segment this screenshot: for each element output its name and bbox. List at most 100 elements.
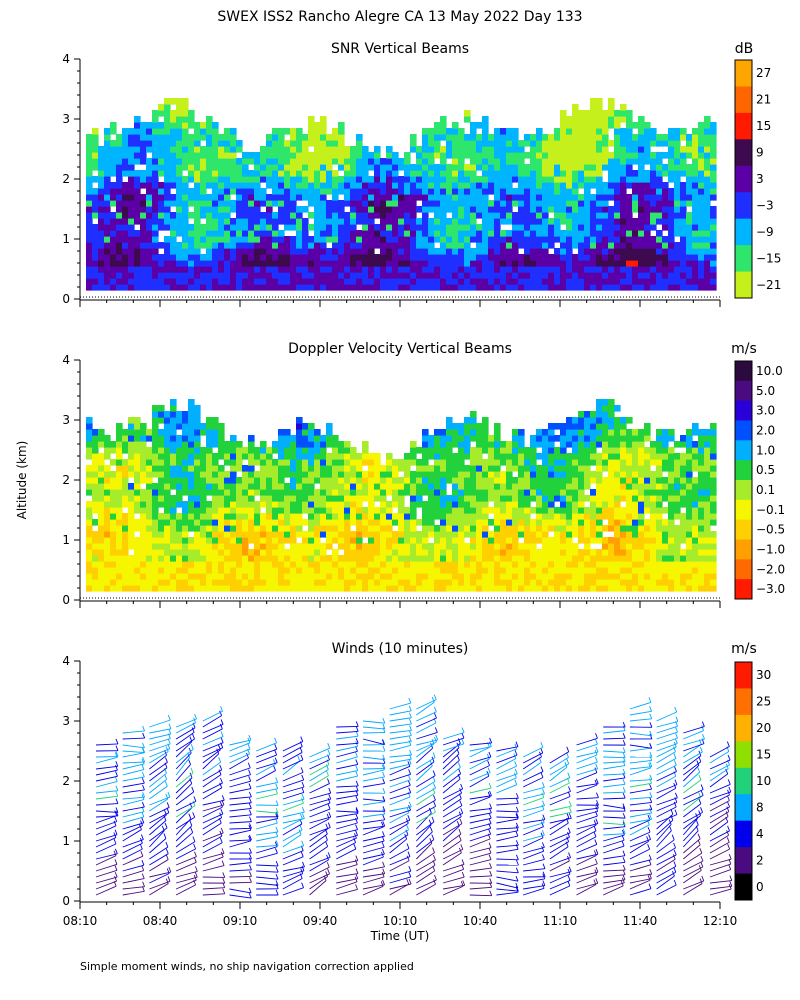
field-cell <box>98 236 105 243</box>
field-cell <box>416 260 423 267</box>
field-cell <box>296 134 303 141</box>
field-cell <box>542 254 549 261</box>
field-cell <box>518 555 525 562</box>
field-cell <box>164 284 171 291</box>
field-cell <box>578 495 585 502</box>
field-cell <box>122 537 129 544</box>
field-cell <box>92 447 99 454</box>
field-cell <box>524 555 531 562</box>
field-cell <box>272 242 279 249</box>
field-cell <box>710 194 717 201</box>
field-cell <box>314 537 321 544</box>
field-cell <box>104 453 111 460</box>
field-cell <box>548 194 555 201</box>
field-cell <box>284 471 291 478</box>
field-cell <box>278 579 285 586</box>
field-cell <box>92 435 99 442</box>
field-cell <box>518 525 525 532</box>
field-cell <box>344 254 351 261</box>
field-cell <box>98 152 105 159</box>
field-cell <box>524 585 531 592</box>
field-cell <box>158 104 165 111</box>
field-cell <box>332 459 339 466</box>
field-cell <box>392 465 399 472</box>
field-cell <box>620 236 627 243</box>
field-cell <box>536 200 543 207</box>
field-cell <box>404 158 411 165</box>
field-cell <box>110 537 117 544</box>
field-cell <box>344 453 351 460</box>
field-cell <box>602 224 609 231</box>
field-cell <box>182 260 189 267</box>
field-cell <box>176 146 183 153</box>
field-cell <box>254 284 261 291</box>
field-cell <box>560 465 567 472</box>
field-cell <box>452 230 459 237</box>
field-cell <box>386 567 393 574</box>
field-cell <box>464 248 471 255</box>
field-cell <box>392 170 399 177</box>
field-cell <box>302 146 309 153</box>
field-cell <box>242 206 249 213</box>
field-cell <box>92 507 99 514</box>
field-cell <box>362 224 369 231</box>
field-cell <box>698 248 705 255</box>
field-cell <box>164 483 171 490</box>
field-cell <box>86 555 93 562</box>
field-cell <box>368 158 375 165</box>
field-cell <box>278 495 285 502</box>
field-cell <box>194 176 201 183</box>
field-cell <box>506 134 513 141</box>
field-cell <box>668 164 675 171</box>
field-cell <box>434 429 441 436</box>
field-cell <box>410 140 417 147</box>
field-cell <box>506 501 513 508</box>
field-cell <box>428 278 435 285</box>
field-cell <box>134 501 141 508</box>
field-cell <box>260 513 267 520</box>
field-cell <box>488 435 495 442</box>
field-cell <box>518 561 525 568</box>
field-cell <box>482 278 489 285</box>
field-cell <box>200 567 207 574</box>
field-cell <box>596 230 603 237</box>
field-cell <box>284 567 291 574</box>
field-cell <box>584 441 591 448</box>
field-cell <box>278 441 285 448</box>
field-cell <box>374 230 381 237</box>
field-cell <box>518 447 525 454</box>
field-cell <box>482 260 489 267</box>
field-cell <box>170 224 177 231</box>
field-cell <box>560 230 567 237</box>
field-cell <box>350 218 357 225</box>
field-cell <box>518 266 525 273</box>
field-cell <box>284 164 291 171</box>
field-cell <box>320 495 327 502</box>
field-cell <box>482 537 489 544</box>
field-cell <box>596 104 603 111</box>
field-cell <box>152 200 159 207</box>
field-cell <box>452 122 459 129</box>
field-cell <box>356 519 363 526</box>
field-cell <box>344 495 351 502</box>
field-cell <box>254 170 261 177</box>
field-cell <box>272 513 279 520</box>
field-cell <box>518 459 525 466</box>
field-cell <box>488 447 495 454</box>
field-cell <box>446 447 453 454</box>
field-cell <box>566 218 573 225</box>
field-cell <box>644 242 651 249</box>
field-cell <box>566 465 573 472</box>
field-cell <box>482 507 489 514</box>
field-cell <box>488 140 495 147</box>
field-cell <box>158 212 165 219</box>
field-cell <box>518 471 525 478</box>
field-cell <box>440 170 447 177</box>
field-cell <box>236 549 243 556</box>
field-cell <box>134 134 141 141</box>
field-cell <box>194 411 201 418</box>
field-cell <box>452 435 459 442</box>
field-cell <box>446 561 453 568</box>
field-cell <box>230 170 237 177</box>
field-cell <box>512 230 519 237</box>
